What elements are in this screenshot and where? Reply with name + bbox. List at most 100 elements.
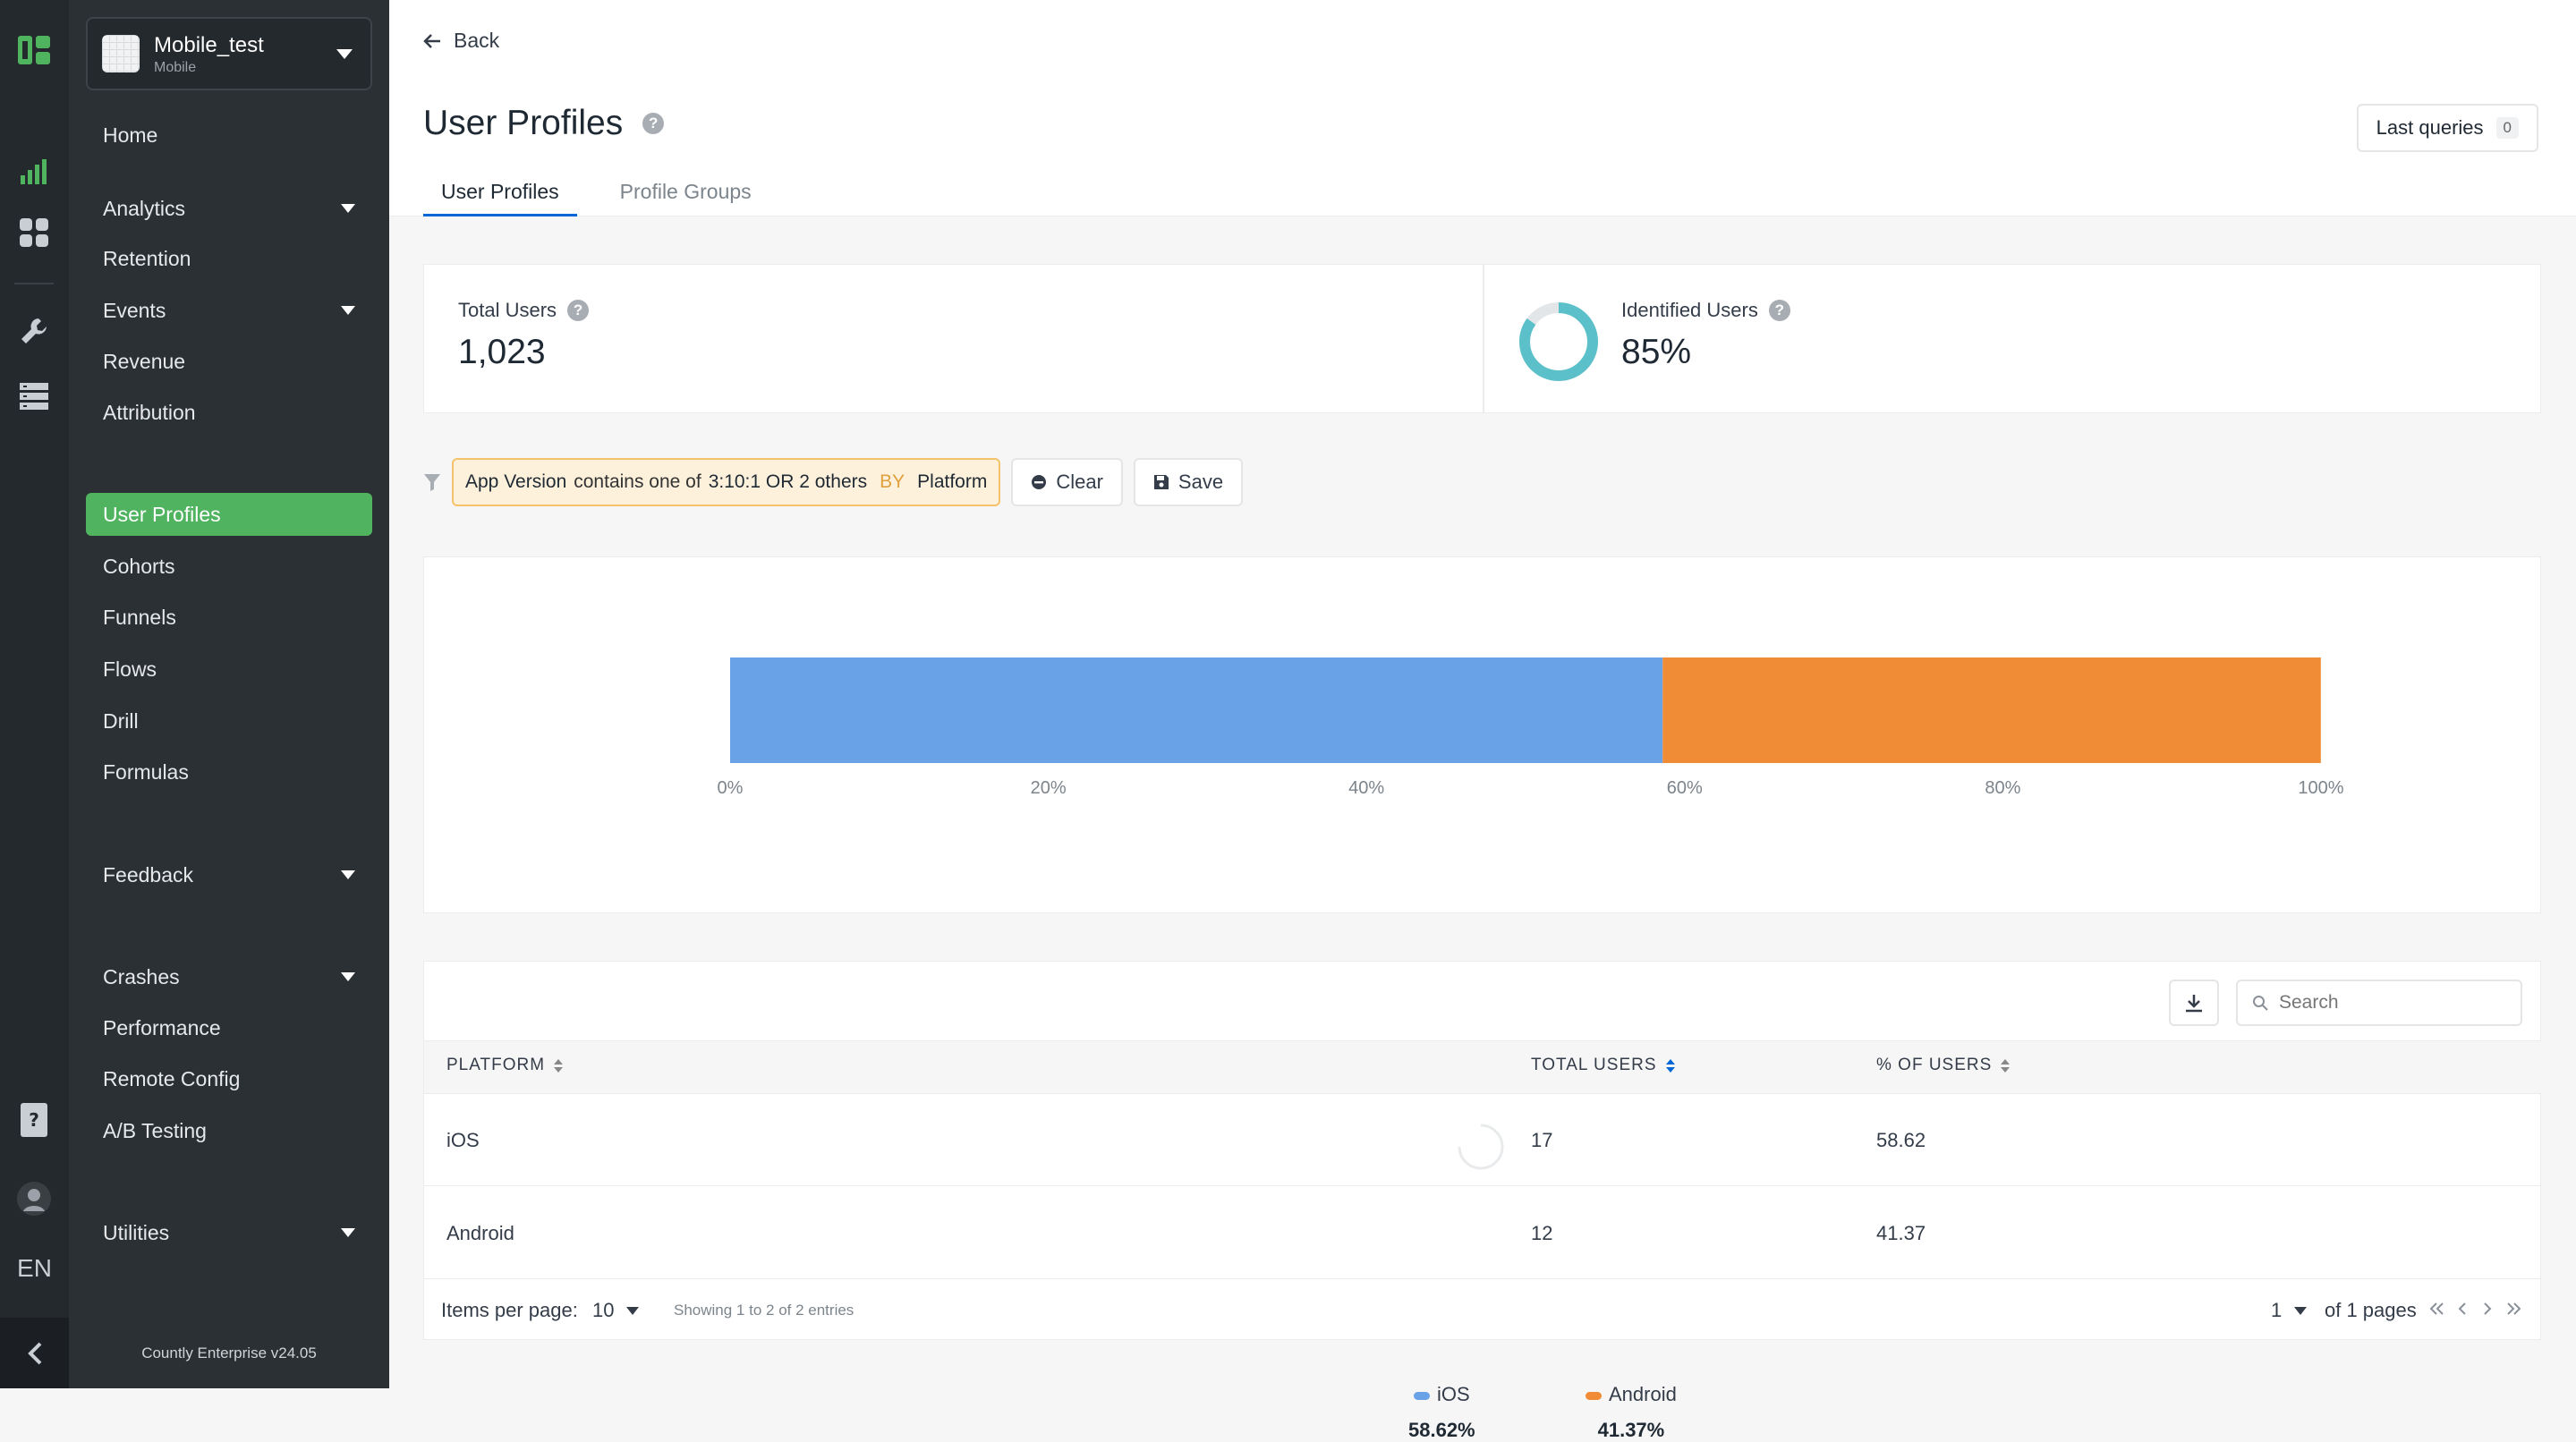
table-row-android-pct: 41.37 (1876, 1222, 1926, 1244)
x-tick-label: 40% (1348, 778, 1384, 798)
user-avatar[interactable] (16, 1181, 52, 1217)
sidebar-item-label: Utilities (103, 1220, 170, 1244)
identified-users-card: Identified Users ? 85% (1484, 264, 2541, 413)
tab-bar: User Profiles Profile Groups (423, 175, 769, 216)
sidebar-collapse-button[interactable] (0, 1318, 69, 1388)
app-type: Mobile (154, 60, 197, 75)
sidebar-item-flows[interactable]: Flows (86, 648, 372, 691)
last-queries-button[interactable]: Last queries 0 (2356, 104, 2538, 152)
sidebar-item-label: Analytics (103, 196, 186, 220)
items-per-page-select[interactable]: 10 (592, 1299, 640, 1322)
sidebar-item-label: Drill (103, 708, 139, 733)
column-pct-users-label: % OF USERS (1876, 1056, 1993, 1074)
download-button[interactable] (2169, 980, 2219, 1026)
bar-segment-ios[interactable] (730, 657, 1663, 763)
sidebar-item-attribution[interactable]: Attribution (86, 391, 372, 434)
sidebar-item-funnels[interactable]: Funnels (86, 596, 372, 639)
sidebar-item-utilities[interactable]: Utilities (86, 1211, 372, 1254)
sidebar-item-revenue[interactable]: Revenue (86, 340, 372, 383)
sidebar-item-drill[interactable]: Drill (86, 700, 372, 742)
sidebar-item-crashes[interactable]: Crashes (86, 955, 372, 998)
sidebar-item-user-profiles[interactable]: User Profiles (86, 493, 372, 536)
pagination-controls (2429, 1302, 2521, 1315)
total-users-label: Total Users (458, 299, 557, 321)
column-pct-users[interactable]: % OF USERS (1876, 1056, 2011, 1075)
next-page-icon[interactable] (2484, 1302, 2492, 1315)
management-icon[interactable] (16, 377, 52, 413)
filter-value: 3:10:1 OR 2 others (708, 471, 868, 492)
prev-page-icon[interactable] (2458, 1302, 2466, 1315)
help-icon[interactable]: ? (1768, 300, 1790, 321)
column-platform[interactable]: PLATFORM (446, 1056, 564, 1075)
legend-item-ios[interactable]: iOS 58.62% (1408, 1383, 1475, 1442)
last-queries-label: Last queries (2376, 116, 2484, 139)
sidebar-item-home[interactable]: Home (86, 114, 372, 157)
x-tick-label: 100% (2298, 778, 2343, 798)
sidebar-item-feedback[interactable]: Feedback (86, 853, 372, 896)
legend-item-android[interactable]: Android 41.37% (1586, 1383, 1677, 1442)
sidebar-item-label: Performance (103, 1015, 221, 1039)
sidebar-item-formulas[interactable]: Formulas (86, 751, 372, 793)
sidebar-item-retention[interactable]: Retention (86, 237, 372, 280)
ios-legend-dot (1413, 1391, 1430, 1400)
page-header: Back User Profiles ? Last queries 0 User… (389, 0, 2576, 216)
icon-rail: ? EN (0, 0, 69, 1388)
tab-profile-groups[interactable]: Profile Groups (619, 180, 752, 203)
svg-text:?: ? (29, 1109, 39, 1131)
language-switch[interactable]: EN (17, 1254, 52, 1282)
x-tick-label: 60% (1667, 778, 1703, 798)
dashboard-chart-icon[interactable] (16, 154, 52, 190)
caret-down-icon (336, 49, 353, 59)
save-filter-button[interactable]: Save (1133, 458, 1244, 506)
sidebar-item-label: Cohorts (103, 554, 175, 578)
sidebar-item-label: Funnels (103, 605, 176, 629)
version-label: Countly Enterprise v24.05 (141, 1344, 317, 1361)
identified-users-value: 85% (1621, 333, 1692, 371)
countly-logo-icon[interactable] (16, 32, 52, 68)
last-page-icon[interactable] (2507, 1302, 2521, 1315)
apps-grid-icon[interactable] (16, 215, 52, 250)
filter-bar: App Version contains one of 3:10:1 OR 2 … (423, 458, 1244, 506)
of-pages-text: of 1 pages (2325, 1299, 2417, 1321)
back-label: Back (454, 29, 500, 52)
first-page-icon[interactable] (2429, 1302, 2444, 1315)
app-selector[interactable]: Mobile_test Mobile (86, 17, 372, 90)
arrow-left-icon (423, 33, 440, 48)
sidebar-item-ab-testing[interactable]: A/B Testing (86, 1109, 372, 1152)
page-title: User Profiles ? (423, 104, 665, 143)
search-input[interactable] (2277, 991, 2510, 1014)
caret-down-icon (626, 1306, 640, 1315)
help-icon[interactable]: ? (642, 113, 665, 134)
filter-by-value: Platform (917, 471, 988, 492)
sidebar-item-analytics[interactable]: Analytics (86, 187, 372, 230)
items-per-page-label: Items per page: (441, 1299, 578, 1321)
app-thumbnail (102, 35, 140, 72)
platform-table-card (423, 961, 2542, 1340)
column-total-users-label: TOTAL USERS (1531, 1056, 1657, 1074)
table-search[interactable] (2236, 980, 2522, 1026)
clear-filter-button[interactable]: Clear (1011, 458, 1123, 506)
save-label: Save (1177, 471, 1224, 493)
wrench-icon[interactable] (16, 313, 52, 349)
sidebar-item-remote-config[interactable]: Remote Config (86, 1057, 372, 1100)
column-total-users[interactable]: TOTAL USERS (1531, 1056, 1675, 1075)
filter-chip[interactable]: App Version contains one of 3:10:1 OR 2 … (452, 458, 1001, 506)
android-legend-dot (1586, 1391, 1602, 1400)
sidebar-item-performance[interactable]: Performance (86, 1006, 372, 1049)
identified-users-label: Identified Users (1621, 299, 1758, 321)
bar-segment-android[interactable] (1662, 657, 2321, 763)
sidebar-item-label: Home (103, 123, 158, 147)
items-per-page-value: 10 (592, 1299, 615, 1321)
sidebar-item-label: Events (103, 298, 166, 322)
help-icon[interactable]: ? (567, 300, 590, 321)
tab-user-profiles[interactable]: User Profiles (423, 175, 577, 216)
identified-users-label-row: Identified Users ? (1621, 299, 1790, 322)
sidebar-item-events[interactable]: Events (86, 289, 372, 332)
page-value: 1 (2271, 1299, 2283, 1321)
page-select[interactable]: 1 (2271, 1299, 2308, 1322)
caret-down-icon (2294, 1306, 2308, 1315)
help-center-icon[interactable]: ? (16, 1102, 52, 1138)
sidebar-item-cohorts[interactable]: Cohorts (86, 545, 372, 588)
page-title-text: User Profiles (423, 104, 624, 142)
back-link[interactable]: Back (423, 29, 499, 53)
